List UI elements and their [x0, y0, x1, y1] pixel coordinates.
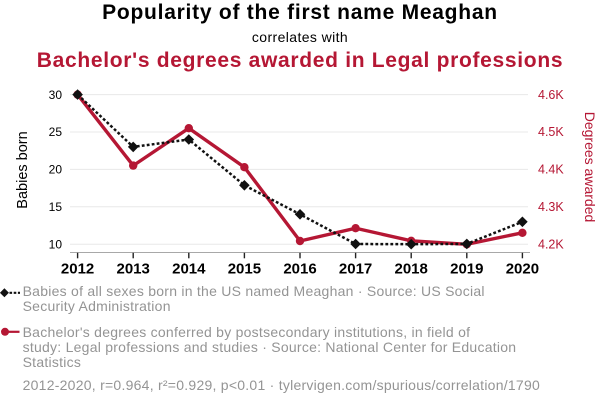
svg-text:30: 30 [49, 88, 63, 102]
svg-text:10: 10 [49, 237, 63, 251]
svg-text:2012: 2012 [61, 261, 94, 278]
svg-text:2016: 2016 [283, 261, 316, 278]
svg-text:4.2K: 4.2K [538, 237, 564, 251]
svg-text:25: 25 [49, 125, 63, 139]
svg-text:2018: 2018 [395, 261, 428, 278]
svg-text:4.4K: 4.4K [538, 163, 564, 177]
svg-text:15: 15 [49, 200, 63, 214]
svg-text:4.3K: 4.3K [538, 200, 564, 214]
svg-text:20: 20 [49, 163, 63, 177]
svg-text:2019: 2019 [450, 261, 483, 278]
svg-text:4.6K: 4.6K [538, 88, 564, 102]
svg-text:Babies born: Babies born [15, 131, 31, 208]
svg-text:Degrees awarded: Degrees awarded [582, 112, 598, 223]
svg-text:2015: 2015 [228, 261, 261, 278]
svg-text:2014: 2014 [172, 261, 206, 278]
svg-text:2013: 2013 [117, 261, 150, 278]
svg-text:2020: 2020 [506, 261, 539, 278]
svg-text:4.5K: 4.5K [538, 125, 564, 139]
svg-text:2017: 2017 [339, 261, 372, 278]
